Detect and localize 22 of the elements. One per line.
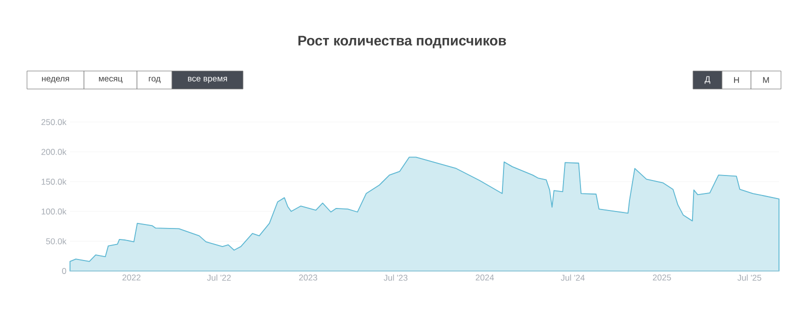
text: Д	[704, 76, 710, 84]
x-tick-label: Jul '24	[560, 274, 585, 281]
y-tick-label: 150.0k	[42, 178, 66, 185]
text: М	[763, 77, 769, 83]
y-tick-label: 0	[62, 268, 66, 274]
y-tick-label: 50.0k	[46, 238, 66, 244]
x-tick-label: 2024	[476, 274, 494, 281]
x-tick-label: 2022	[122, 274, 140, 281]
text: Н	[734, 77, 739, 83]
y-tick-label: 200.0k	[41, 148, 66, 155]
x-tick-label: Jul '25	[738, 274, 762, 281]
text: неделя	[42, 76, 69, 84]
y-tick-label: 100.0k	[42, 208, 66, 215]
x-tick-label: 2023	[299, 274, 318, 281]
y-tick-label: 250.0k	[41, 118, 66, 126]
text: год	[148, 76, 161, 84]
text: все время	[188, 76, 227, 84]
text: месяц	[99, 76, 122, 84]
x-tick-label: 2025	[652, 274, 671, 281]
chart-title: Рост количества подписчиков	[298, 36, 506, 48]
x-tick-label: Jul '22	[207, 274, 231, 281]
x-tick-label: Jul '23	[384, 274, 408, 281]
